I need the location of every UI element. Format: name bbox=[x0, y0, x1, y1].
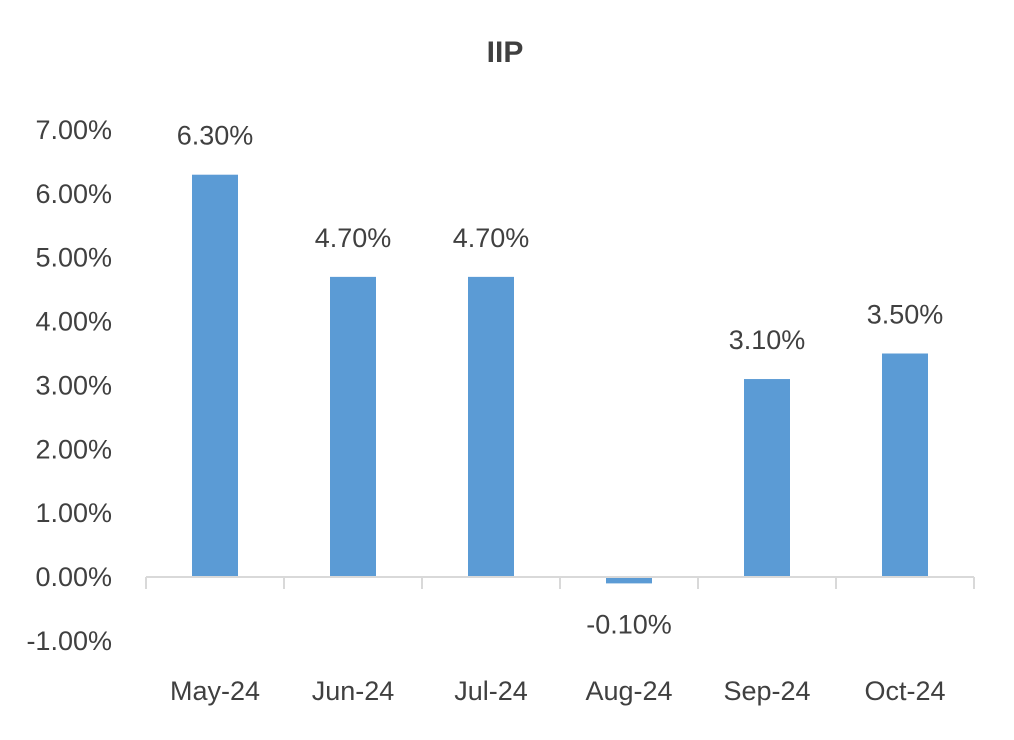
data-label: 4.70% bbox=[315, 223, 392, 253]
y-tick-label: 4.00% bbox=[35, 307, 112, 337]
x-category-label: Aug-24 bbox=[585, 676, 672, 706]
chart-title: IIP bbox=[487, 36, 524, 69]
y-tick-label: 3.00% bbox=[35, 370, 112, 400]
bar-jun-24 bbox=[330, 276, 376, 577]
data-labels: 6.30% 4.70% 4.70% -0.10% 3.10% 3.50% bbox=[177, 121, 944, 640]
data-label: 4.70% bbox=[453, 223, 530, 253]
y-tick-label: 2.00% bbox=[35, 434, 112, 464]
bar-aug-24 bbox=[606, 577, 652, 584]
x-category-label: Jul-24 bbox=[454, 676, 528, 706]
x-category-label: Oct-24 bbox=[864, 676, 945, 706]
x-category-label: Sep-24 bbox=[723, 676, 810, 706]
bars bbox=[192, 174, 928, 584]
x-category-label: May-24 bbox=[170, 676, 260, 706]
y-tick-label: -1.00% bbox=[26, 626, 112, 656]
y-axis-tick-labels: 7.00% 6.00% 5.00% 4.00% 3.00% 2.00% 1.00% 0.00%… bbox=[26, 115, 112, 656]
y-tick-label: 1.00% bbox=[35, 498, 112, 528]
data-label: -0.10% bbox=[586, 609, 672, 639]
x-axis bbox=[145, 576, 975, 589]
bar-jul-24 bbox=[468, 276, 514, 577]
y-tick-label: 5.00% bbox=[35, 243, 112, 273]
x-category-label: Jun-24 bbox=[312, 676, 395, 706]
y-tick-label: 7.00% bbox=[35, 115, 112, 145]
y-tick-label: 0.00% bbox=[35, 562, 112, 592]
data-label: 6.30% bbox=[177, 121, 254, 151]
y-tick-label: 6.00% bbox=[35, 179, 112, 209]
data-label: 3.10% bbox=[729, 325, 806, 355]
bar-oct-24 bbox=[882, 353, 928, 577]
bar-may-24 bbox=[192, 174, 238, 577]
data-label: 3.50% bbox=[867, 300, 944, 330]
bar-sep-24 bbox=[744, 379, 790, 577]
x-axis-category-labels: May-24 Jun-24 Jul-24 Aug-24 Sep-24 Oct-24 bbox=[170, 676, 946, 706]
